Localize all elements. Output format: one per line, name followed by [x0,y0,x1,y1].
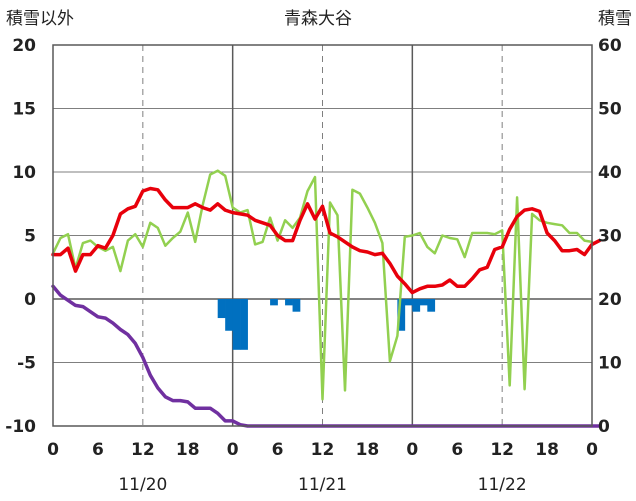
right-tick-label: 10 [598,354,622,374]
plot-frame [52,44,593,427]
date-labels: 11/20 11/21 11/22 [118,475,526,495]
series-line [51,169,594,401]
precip-bar [232,299,241,350]
x-tick-label: 0 [47,440,59,460]
x-tick-label: 12 [311,440,335,460]
right-tick-label: 30 [598,227,622,247]
left-tick-label: 15 [12,100,36,120]
left-tick-label: 0 [24,290,36,310]
precip-bars [217,299,436,350]
date-label: 11/22 [478,475,527,495]
left-tick-labels: 20 15 10 5 0 -5 -10 [5,36,36,437]
grid-lines [53,45,592,426]
precip-bar [292,299,301,312]
precip-bar [225,299,233,331]
right-tick-label: 0 [598,417,610,437]
left-axis-label: 積雪以外 [6,9,74,29]
left-tick-label: 20 [12,36,36,56]
precip-bar [285,299,293,306]
precip-bar [419,299,428,306]
x-tick-label: 18 [176,440,200,460]
left-tick-label: 5 [24,227,36,247]
precip-bar [397,299,406,331]
x-tick-label: 18 [356,440,380,460]
right-tick-label: 60 [598,36,622,56]
x-tick-label: 0 [406,440,418,460]
date-label: 11/20 [118,475,167,495]
x-tick-labels: 0 6 12 18 0 6 12 18 0 6 12 18 0 [47,440,598,460]
x-tick-label: 12 [131,440,155,460]
right-tick-labels: 60 50 40 30 20 10 0 [598,36,622,437]
x-tick-label: 6 [92,440,104,460]
precip-bar [270,299,278,306]
right-tick-label: 50 [598,100,622,120]
series-line [51,186,602,295]
x-tick-label: 12 [490,440,514,460]
left-tick-label: 10 [12,163,36,183]
precip-bar [217,299,226,319]
x-tick-label: 18 [535,440,559,460]
x-tick-label: 0 [227,440,239,460]
chart-title: 青森大谷 [284,9,352,29]
left-tick-label: -10 [5,417,36,437]
precip-bar [427,299,436,312]
x-tick-label: 6 [272,440,284,460]
precip-bar [412,299,421,312]
precip-bar [240,299,248,350]
precip-bar [404,299,413,306]
date-label: 11/21 [298,475,347,495]
right-tick-label: 20 [598,290,622,310]
left-tick-label: -5 [17,354,36,374]
right-axis-label: 積雪 [598,9,632,29]
x-tick-label: 6 [451,440,463,460]
x-tick-label: 0 [586,440,598,460]
right-tick-label: 40 [598,163,622,183]
